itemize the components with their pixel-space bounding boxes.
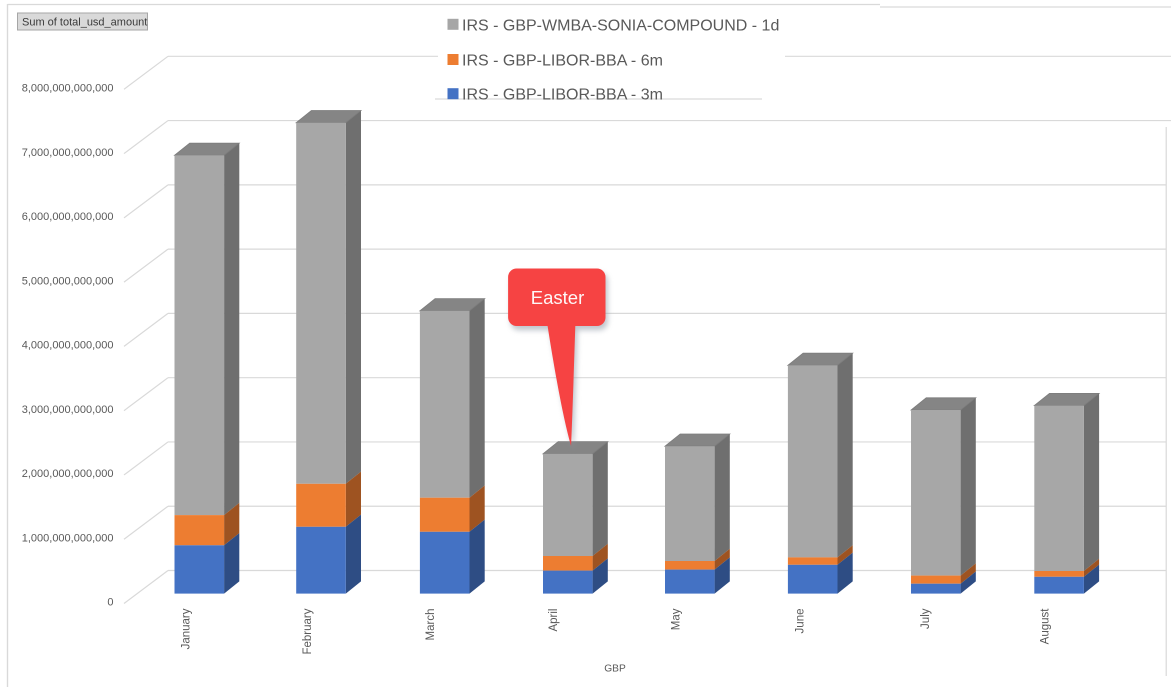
- svg-text:GBP: GBP: [604, 664, 626, 675]
- svg-text:March: March: [425, 609, 437, 641]
- svg-text:4,000,000,000,000: 4,000,000,000,000: [22, 340, 114, 352]
- svg-text:April: April: [548, 609, 560, 632]
- svg-text:July: July: [920, 608, 932, 629]
- svg-text:February: February: [302, 608, 314, 654]
- svg-text:IRS - GBP-LIBOR-BBA - 3m: IRS - GBP-LIBOR-BBA - 3m: [462, 87, 663, 104]
- svg-text:8,000,000,000,000: 8,000,000,000,000: [22, 83, 114, 95]
- svg-text:3,000,000,000,000: 3,000,000,000,000: [22, 404, 114, 416]
- svg-text:IRS - GBP-LIBOR-BBA - 6m: IRS - GBP-LIBOR-BBA - 6m: [462, 53, 663, 70]
- svg-text:1,000,000,000,000: 1,000,000,000,000: [22, 532, 114, 544]
- svg-text:5,000,000,000,000: 5,000,000,000,000: [22, 275, 114, 287]
- svg-text:6,000,000,000,000: 6,000,000,000,000: [22, 211, 114, 223]
- svg-text:2,000,000,000,000: 2,000,000,000,000: [22, 468, 114, 480]
- svg-text:January: January: [180, 608, 192, 649]
- svg-text:August: August: [1040, 608, 1052, 645]
- svg-text:Sum of total_usd_amount: Sum of total_usd_amount: [22, 17, 147, 29]
- svg-text:0: 0: [107, 597, 113, 609]
- svg-text:Easter: Easter: [531, 287, 584, 308]
- svg-text:June: June: [795, 609, 807, 634]
- svg-text:7,000,000,000,000: 7,000,000,000,000: [22, 147, 114, 159]
- svg-text:May: May: [671, 608, 683, 630]
- svg-text:IRS - GBP-WMBA-SONIA-COMPOUND: IRS - GBP-WMBA-SONIA-COMPOUND - 1d: [462, 17, 779, 34]
